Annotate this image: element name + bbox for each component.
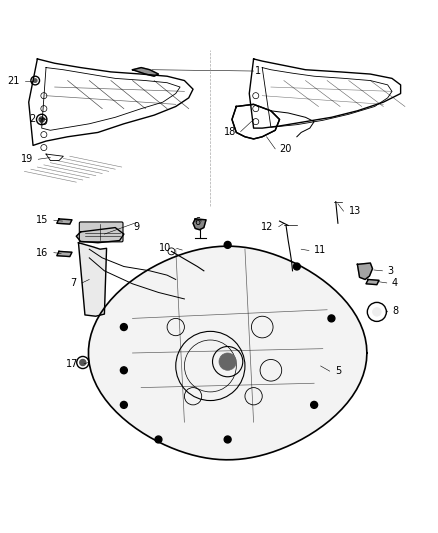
Polygon shape	[232, 104, 279, 139]
Circle shape	[120, 367, 127, 374]
Circle shape	[311, 401, 318, 408]
Text: 19: 19	[21, 154, 33, 164]
Polygon shape	[357, 263, 372, 279]
Polygon shape	[88, 246, 367, 460]
Circle shape	[224, 241, 231, 248]
Polygon shape	[193, 219, 206, 230]
Polygon shape	[76, 228, 124, 243]
Text: 6: 6	[194, 217, 201, 228]
Circle shape	[33, 79, 37, 82]
Circle shape	[224, 436, 231, 443]
Text: 7: 7	[70, 278, 76, 288]
Text: 5: 5	[335, 366, 341, 376]
Text: 16: 16	[36, 248, 48, 257]
Polygon shape	[133, 68, 159, 76]
Polygon shape	[57, 219, 72, 224]
Circle shape	[39, 117, 44, 122]
Text: 15: 15	[36, 215, 48, 225]
Text: 10: 10	[159, 244, 171, 253]
Circle shape	[293, 263, 300, 270]
Text: 3: 3	[388, 266, 394, 276]
Text: 12: 12	[261, 222, 273, 232]
Text: 13: 13	[349, 206, 361, 216]
Circle shape	[219, 353, 236, 370]
Polygon shape	[78, 243, 106, 316]
Text: 2: 2	[29, 114, 35, 124]
Circle shape	[372, 308, 381, 316]
Text: 9: 9	[134, 222, 140, 232]
Text: 4: 4	[392, 278, 398, 288]
Circle shape	[155, 436, 162, 443]
Polygon shape	[366, 279, 379, 285]
Circle shape	[328, 315, 335, 322]
Circle shape	[120, 324, 127, 330]
Text: 1: 1	[255, 66, 261, 76]
Text: 8: 8	[392, 305, 398, 316]
Circle shape	[120, 401, 127, 408]
Text: 20: 20	[279, 144, 292, 154]
Text: 18: 18	[224, 126, 236, 136]
FancyBboxPatch shape	[79, 222, 123, 242]
Text: 11: 11	[314, 246, 326, 255]
Text: 21: 21	[8, 76, 20, 86]
Text: 17: 17	[66, 359, 78, 369]
Polygon shape	[57, 252, 72, 256]
Circle shape	[80, 359, 86, 366]
